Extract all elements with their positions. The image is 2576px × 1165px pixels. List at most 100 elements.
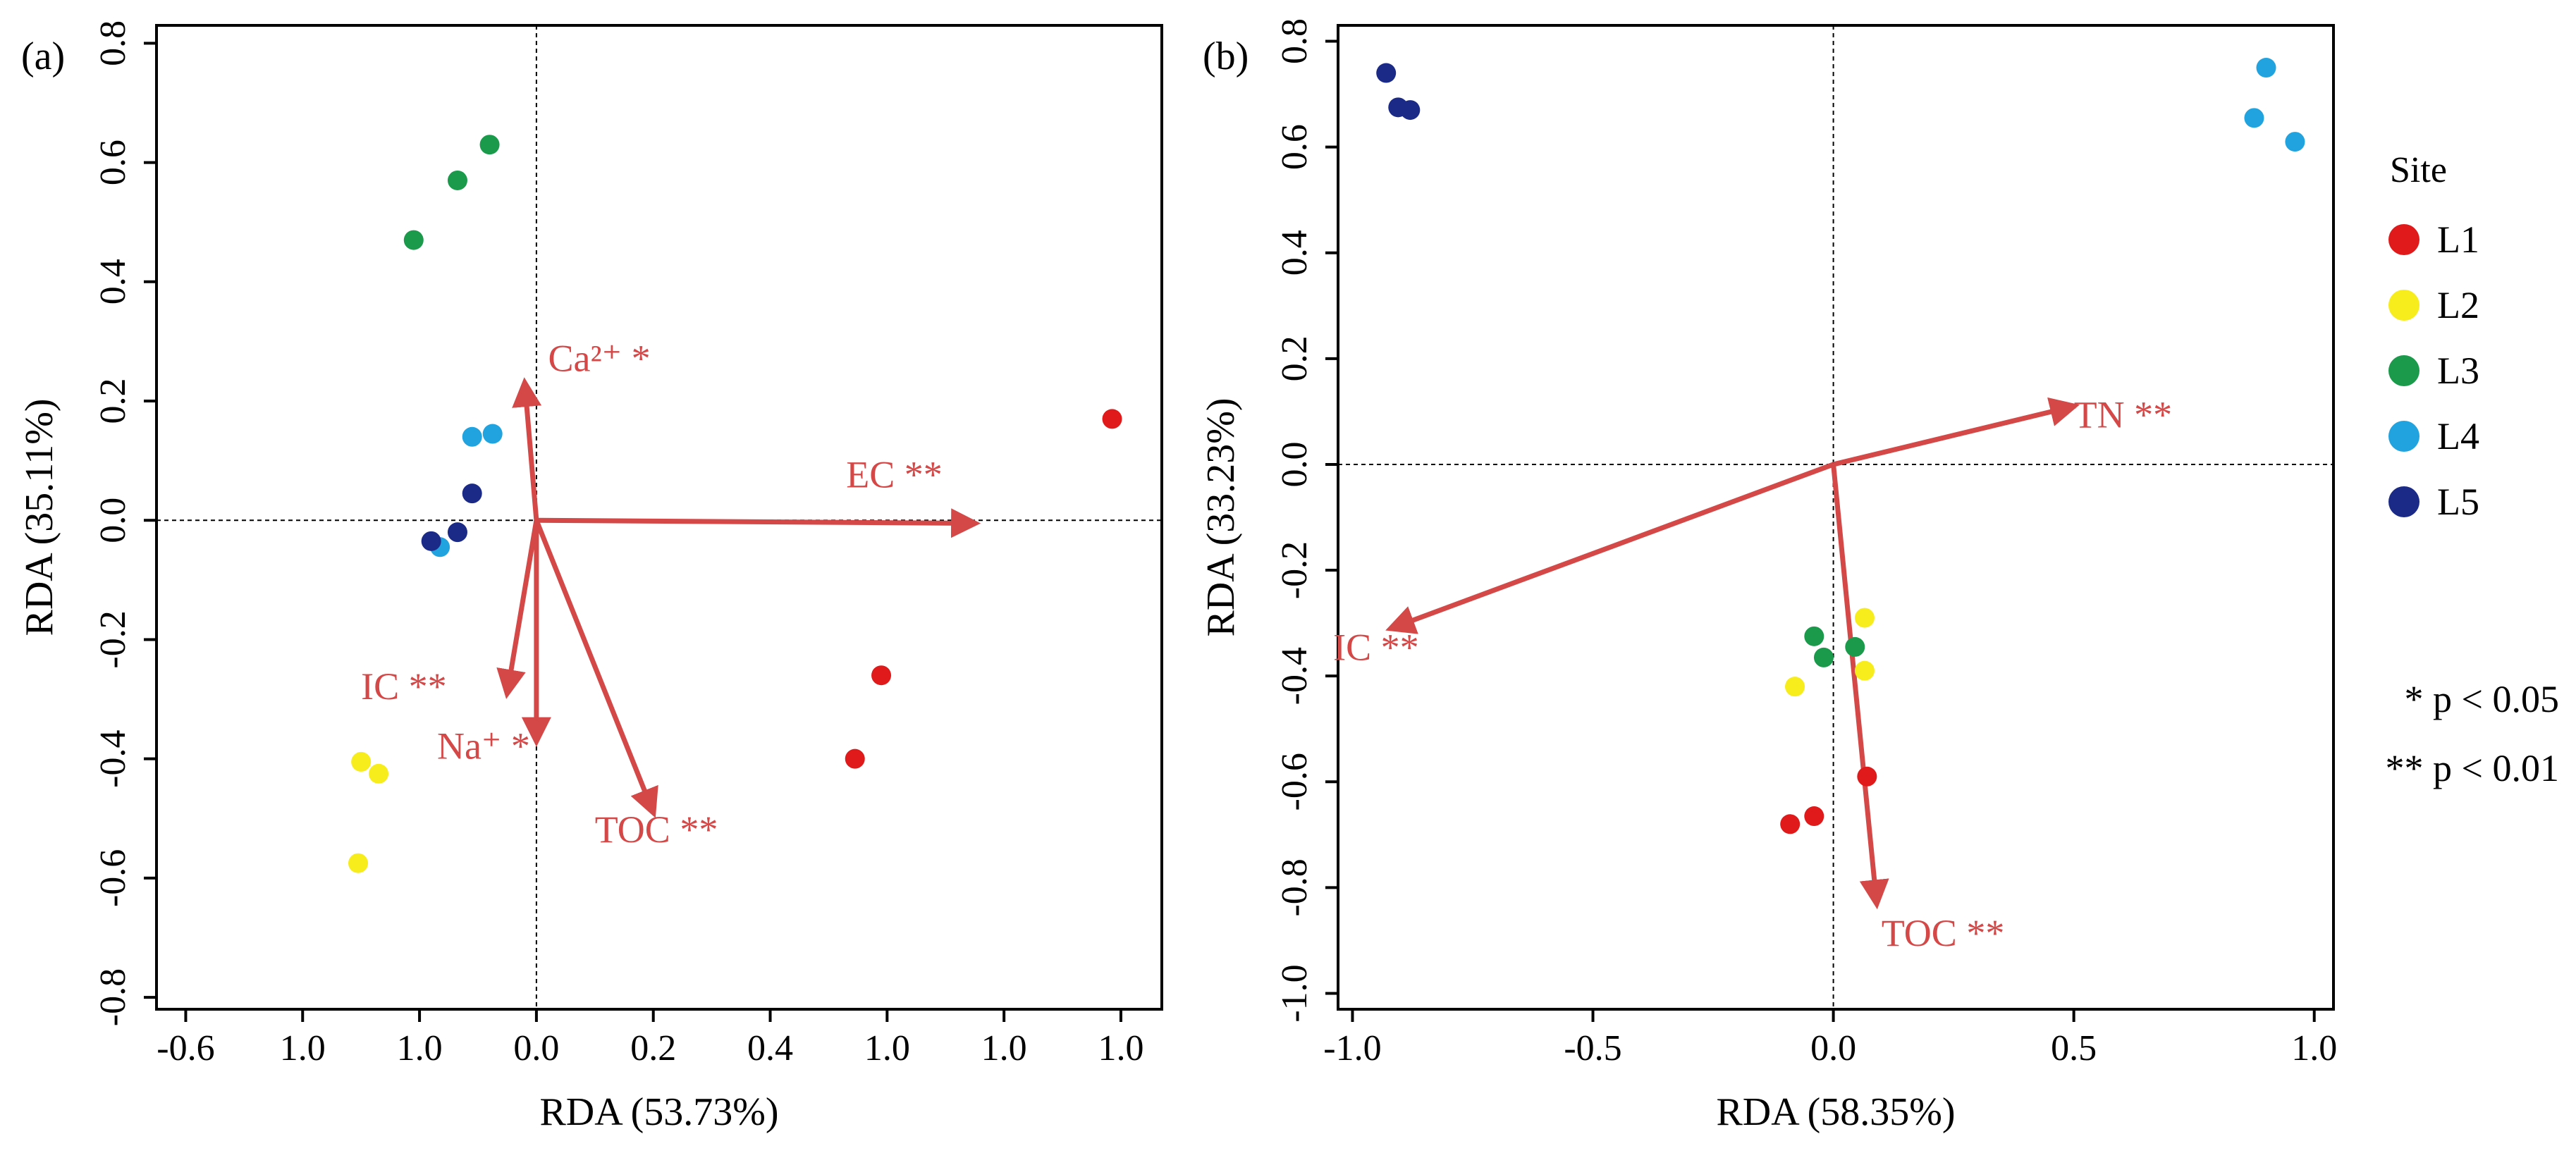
- vector-arrow: [512, 377, 542, 521]
- y-tick-label: -1.0: [1275, 964, 1315, 1022]
- legend-marker-l1: [2388, 224, 2419, 255]
- sample-point-l5: [1376, 63, 1397, 83]
- sample-point-l4: [462, 426, 482, 447]
- x-axis-title: RDA (58.35%): [1716, 1090, 1955, 1134]
- sample-point-l1: [1804, 806, 1824, 827]
- vector-label: TOC **: [1882, 912, 2005, 954]
- legend-title: Site: [2390, 150, 2447, 190]
- sample-point-l2: [348, 853, 369, 873]
- x-tick-label: -0.6: [157, 1028, 214, 1068]
- y-tick-label: 0.2: [1275, 335, 1315, 381]
- panel-label: (b): [1203, 35, 1249, 78]
- panel-b: -1.0 -0.5 0.0 0.5 1.0 -1.0 -0.8 -0.6 -0.4 -0.2 0.0…: [1199, 18, 2337, 1134]
- legend-label-l5: L5: [2437, 481, 2479, 523]
- vector-label: Ca²⁺ *: [548, 338, 650, 380]
- vector-label: TOC **: [595, 808, 718, 851]
- vector-label: TN **: [2074, 393, 2172, 436]
- y-tick-label: -0.8: [1275, 858, 1315, 916]
- sample-point-l4: [2285, 132, 2305, 152]
- vector-label: IC **: [361, 665, 447, 708]
- vector-arrow: [534, 519, 658, 818]
- vector-label: EC **: [846, 454, 943, 496]
- y-tick-label: -0.2: [1275, 541, 1315, 599]
- sample-point-l2: [351, 751, 372, 772]
- vector-arrow: [496, 519, 539, 699]
- plot-frame: [1337, 24, 2335, 1011]
- y-tick-label: 0.0: [1275, 441, 1315, 487]
- y-tick-label: 0.6: [1275, 124, 1315, 170]
- vector-label: Na⁺ *: [437, 725, 530, 768]
- y-tick-label: 0.8: [1275, 18, 1315, 64]
- sample-point-l5: [421, 531, 441, 551]
- sample-point-l3: [1813, 647, 1834, 667]
- vector-arrow: [536, 508, 981, 538]
- x-tick-label: 0.4: [747, 1028, 793, 1068]
- site-legend: Site L1 L2 L3 L4 L5 * p < 0.05 ** p < 0.01: [2386, 150, 2559, 789]
- y-tick-label: 0.6: [93, 140, 133, 185]
- sample-point-l4: [2244, 108, 2264, 128]
- legend-label-l3: L3: [2437, 350, 2479, 392]
- y-tick-label: -0.6: [93, 849, 133, 907]
- vector-arrow: [1385, 462, 1834, 634]
- x-tick-label: 1.0: [1098, 1028, 1143, 1068]
- sample-point-l3: [479, 135, 500, 155]
- x-tick-label: -0.5: [1564, 1028, 1621, 1068]
- sample-point-l3: [447, 170, 467, 190]
- legend-marker-l5: [2388, 486, 2419, 517]
- panel-label: (a): [21, 35, 65, 78]
- legend-marker-l3: [2388, 355, 2419, 386]
- legend-label-l1: L1: [2437, 218, 2479, 261]
- x-axis-title: RDA (53.73%): [539, 1090, 778, 1134]
- y-tick-label: -0.4: [93, 729, 133, 787]
- sample-point-l5: [462, 483, 482, 504]
- sample-point-l3: [1804, 626, 1824, 646]
- x-tick-label: -1.0: [1323, 1028, 1381, 1068]
- y-tick-label: 0.2: [93, 378, 133, 424]
- panel-a: -0.6 1.0 1.0 0.0 0.2 0.4 1.0 1.0 1.0 -0.8 -0.6 -0.4…: [18, 20, 1163, 1134]
- sample-point-l4: [2256, 58, 2276, 78]
- sample-point-l4: [482, 424, 503, 444]
- y-tick-label: 0.4: [93, 259, 133, 304]
- sample-point-l5: [447, 522, 467, 543]
- sample-point-l2: [1854, 608, 1875, 628]
- sample-point-l3: [403, 230, 424, 250]
- plot-frame: [155, 24, 1163, 1011]
- vector-label: IC **: [1333, 627, 1419, 669]
- sample-point-l1: [871, 665, 892, 686]
- x-tick-label: 0.5: [2051, 1028, 2097, 1068]
- y-axis-title: RDA (35.11%): [18, 398, 61, 636]
- sample-point-l1: [845, 748, 865, 769]
- y-tick-label: 0.0: [93, 498, 133, 543]
- x-tick-label: 0.2: [630, 1028, 676, 1068]
- y-tick-label: 0.4: [1275, 230, 1315, 276]
- sample-point-l3: [1845, 636, 1865, 657]
- x-tick-label: 1.0: [864, 1028, 910, 1068]
- sample-point-l1: [1102, 409, 1122, 429]
- vector-arrow: [1831, 464, 1889, 910]
- x-tick-label: 1.0: [981, 1028, 1027, 1068]
- legend-marker-l2: [2388, 290, 2419, 321]
- significance-note-1: * p < 0.05: [2405, 678, 2559, 720]
- sample-point-l2: [1854, 660, 1875, 681]
- sample-point-l5: [1400, 100, 1421, 121]
- sample-point-l2: [1785, 677, 1805, 697]
- sample-point-l1: [1780, 814, 1801, 834]
- sample-point-l2: [369, 763, 389, 784]
- x-tick-label: 1.0: [2291, 1028, 2337, 1068]
- y-tick-label: -0.4: [1275, 647, 1315, 705]
- x-tick-label: 0.0: [1810, 1028, 1856, 1068]
- x-tick-label: 1.0: [397, 1028, 443, 1068]
- vector-arrow: [1832, 397, 2080, 467]
- legend-label-l2: L2: [2437, 284, 2479, 326]
- y-tick-label: -0.6: [1275, 753, 1315, 810]
- y-tick-label: -0.2: [93, 610, 133, 668]
- x-tick-label: 0.0: [513, 1028, 559, 1068]
- legend-label-l4: L4: [2437, 415, 2479, 457]
- y-tick-label: 0.8: [93, 20, 133, 66]
- x-tick-label: 1.0: [280, 1028, 326, 1068]
- y-tick-label: -0.8: [93, 968, 133, 1026]
- sample-point-l1: [1857, 766, 1877, 787]
- y-axis-title: RDA (33.23%): [1199, 397, 1243, 636]
- legend-marker-l4: [2388, 421, 2419, 452]
